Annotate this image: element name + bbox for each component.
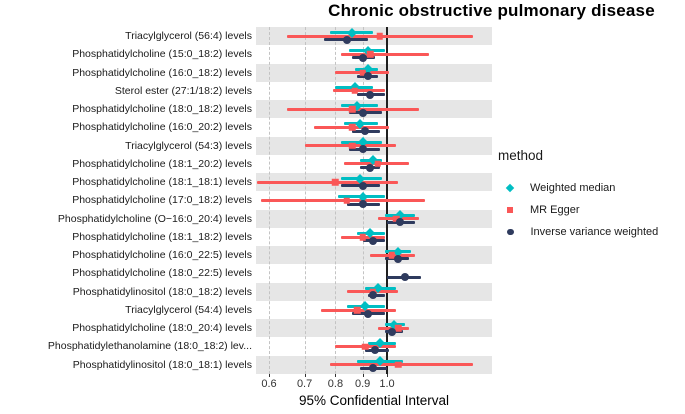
x-tick-mark xyxy=(268,374,270,377)
point-marker-circle xyxy=(358,181,367,190)
row-label: Phosphatidylethanolamine (18:0_18:2) lev… xyxy=(47,340,252,353)
chart-title: Chronic obstructive pulmonary disease xyxy=(328,1,655,20)
point-marker-square xyxy=(348,124,356,131)
legend-item-label: Weighted median xyxy=(530,182,616,194)
ci-line xyxy=(257,180,399,184)
point-marker-circle xyxy=(394,254,403,263)
row-label: Phosphatidylcholine (18:1_20:2) levels xyxy=(72,157,252,170)
x-tick-mark xyxy=(304,374,306,377)
point-marker-square xyxy=(395,361,402,369)
ci-line xyxy=(332,89,385,93)
row-label: Triacylglycerol (54:3) levels xyxy=(125,139,252,152)
point-marker-circle xyxy=(366,90,375,99)
point-marker-circle xyxy=(361,127,370,136)
point-marker-square xyxy=(374,160,381,168)
diamond-icon xyxy=(505,183,515,193)
point-marker-square xyxy=(348,105,356,113)
row-stripe xyxy=(256,319,492,338)
row-label: Phosphatidylcholine (16:0_18:2) levels xyxy=(72,66,252,79)
row-label: Phosphatidylcholine (18:0_22:5) levels xyxy=(72,267,252,280)
row-label: Phosphatidylinositol (18:0_18:1) levels xyxy=(72,358,252,371)
row-label: Triacylglycerol (54:4) levels xyxy=(125,303,252,316)
row-label: Phosphatidylinositol (18:0_18:2) levels xyxy=(72,285,252,298)
row-label: Phosphatidylcholine (18:0_20:4) levels xyxy=(72,322,252,335)
point-marker-circle xyxy=(396,218,405,227)
legend-title: method xyxy=(498,148,544,163)
legend-item-label: Inverse variance weighted xyxy=(530,226,659,238)
point-marker-square xyxy=(359,233,366,241)
x-axis-title: 95% Confidential Interval xyxy=(298,393,450,408)
point-marker-square xyxy=(395,325,402,332)
row-label: Phosphatidylcholine (18:0_18:2) levels xyxy=(72,103,252,116)
point-marker-circle xyxy=(358,200,367,209)
legend-item-label: MR Egger xyxy=(530,204,580,216)
point-marker-circle xyxy=(363,72,372,81)
point-marker-circle xyxy=(358,108,367,117)
point-marker-square xyxy=(388,252,395,259)
row-label: Phosphatidylcholine (17:0_18:2) levels xyxy=(72,194,252,207)
point-marker-circle xyxy=(342,35,351,44)
legend-item: Inverse variance weighted xyxy=(498,221,685,243)
point-marker-circle xyxy=(368,364,377,373)
point-marker-circle xyxy=(358,145,367,154)
point-marker-square xyxy=(376,32,384,40)
x-axis: 0.6 0.7 0.8 0.9 1.0 xyxy=(256,374,492,400)
row-label: Phosphatidylcholine (16:0_22:5) levels xyxy=(72,249,252,262)
legend-item: Weighted median xyxy=(498,177,685,199)
x-tick-label: 0.7 xyxy=(296,378,313,390)
x-tick-mark xyxy=(335,374,337,377)
point-marker-circle xyxy=(366,163,375,172)
point-marker-circle xyxy=(358,53,367,62)
point-marker-square xyxy=(354,306,361,314)
row-label: Phosphatidylcholine (16:0_20:2) levels xyxy=(72,121,252,134)
plot-panel xyxy=(256,27,492,374)
point-marker-square xyxy=(332,178,339,186)
point-marker-square xyxy=(359,69,366,76)
x-tick-label: 0.6 xyxy=(261,378,277,390)
legend-items: Weighted median MR Egger Inverse variance … xyxy=(498,177,685,243)
circle-icon xyxy=(507,228,514,236)
y-axis-labels: Triacylglycerol (56:4) levels Phosphatidy… xyxy=(0,0,252,414)
row-label: Phosphatidylcholine (O−16:0_20:4) levels xyxy=(57,212,252,225)
ci-line xyxy=(261,199,426,202)
point-marker-circle xyxy=(368,236,377,245)
point-marker-circle xyxy=(368,291,377,300)
row-stripe xyxy=(256,209,492,228)
point-marker-circle xyxy=(400,273,409,282)
x-tick-mark xyxy=(387,374,388,377)
ci-line xyxy=(341,52,430,56)
x-tick-label: 0.9 xyxy=(355,378,371,390)
row-label: Phosphatidylcholine (18:1_18:1) levels xyxy=(72,176,252,189)
point-marker-square xyxy=(348,142,356,149)
x-tick-label: 0.8 xyxy=(327,378,344,390)
point-marker-square xyxy=(343,197,350,204)
point-marker-circle xyxy=(371,346,380,355)
legend: method Weighted median MR Egger Inverse va… xyxy=(498,148,685,243)
point-marker-square xyxy=(392,215,400,222)
x-tick-mark xyxy=(362,374,364,377)
point-marker-square xyxy=(351,87,359,95)
point-marker-circle xyxy=(363,309,372,318)
legend-item: MR Egger xyxy=(498,199,685,221)
row-label: Triacylglycerol (56:4) levels xyxy=(125,30,252,42)
point-marker-square xyxy=(361,343,369,350)
row-label: Phosphatidylcholine (15:0_18:2) levels xyxy=(72,48,252,61)
square-icon xyxy=(507,207,513,213)
x-tick-label: 1.0 xyxy=(379,378,395,390)
point-marker-square xyxy=(366,51,374,58)
row-label: Sterol ester (27:1/18:2) levels xyxy=(114,84,252,97)
point-marker-circle xyxy=(387,327,396,336)
row-label: Phosphatidylcholine (18:1_18:2) levels xyxy=(72,230,252,243)
